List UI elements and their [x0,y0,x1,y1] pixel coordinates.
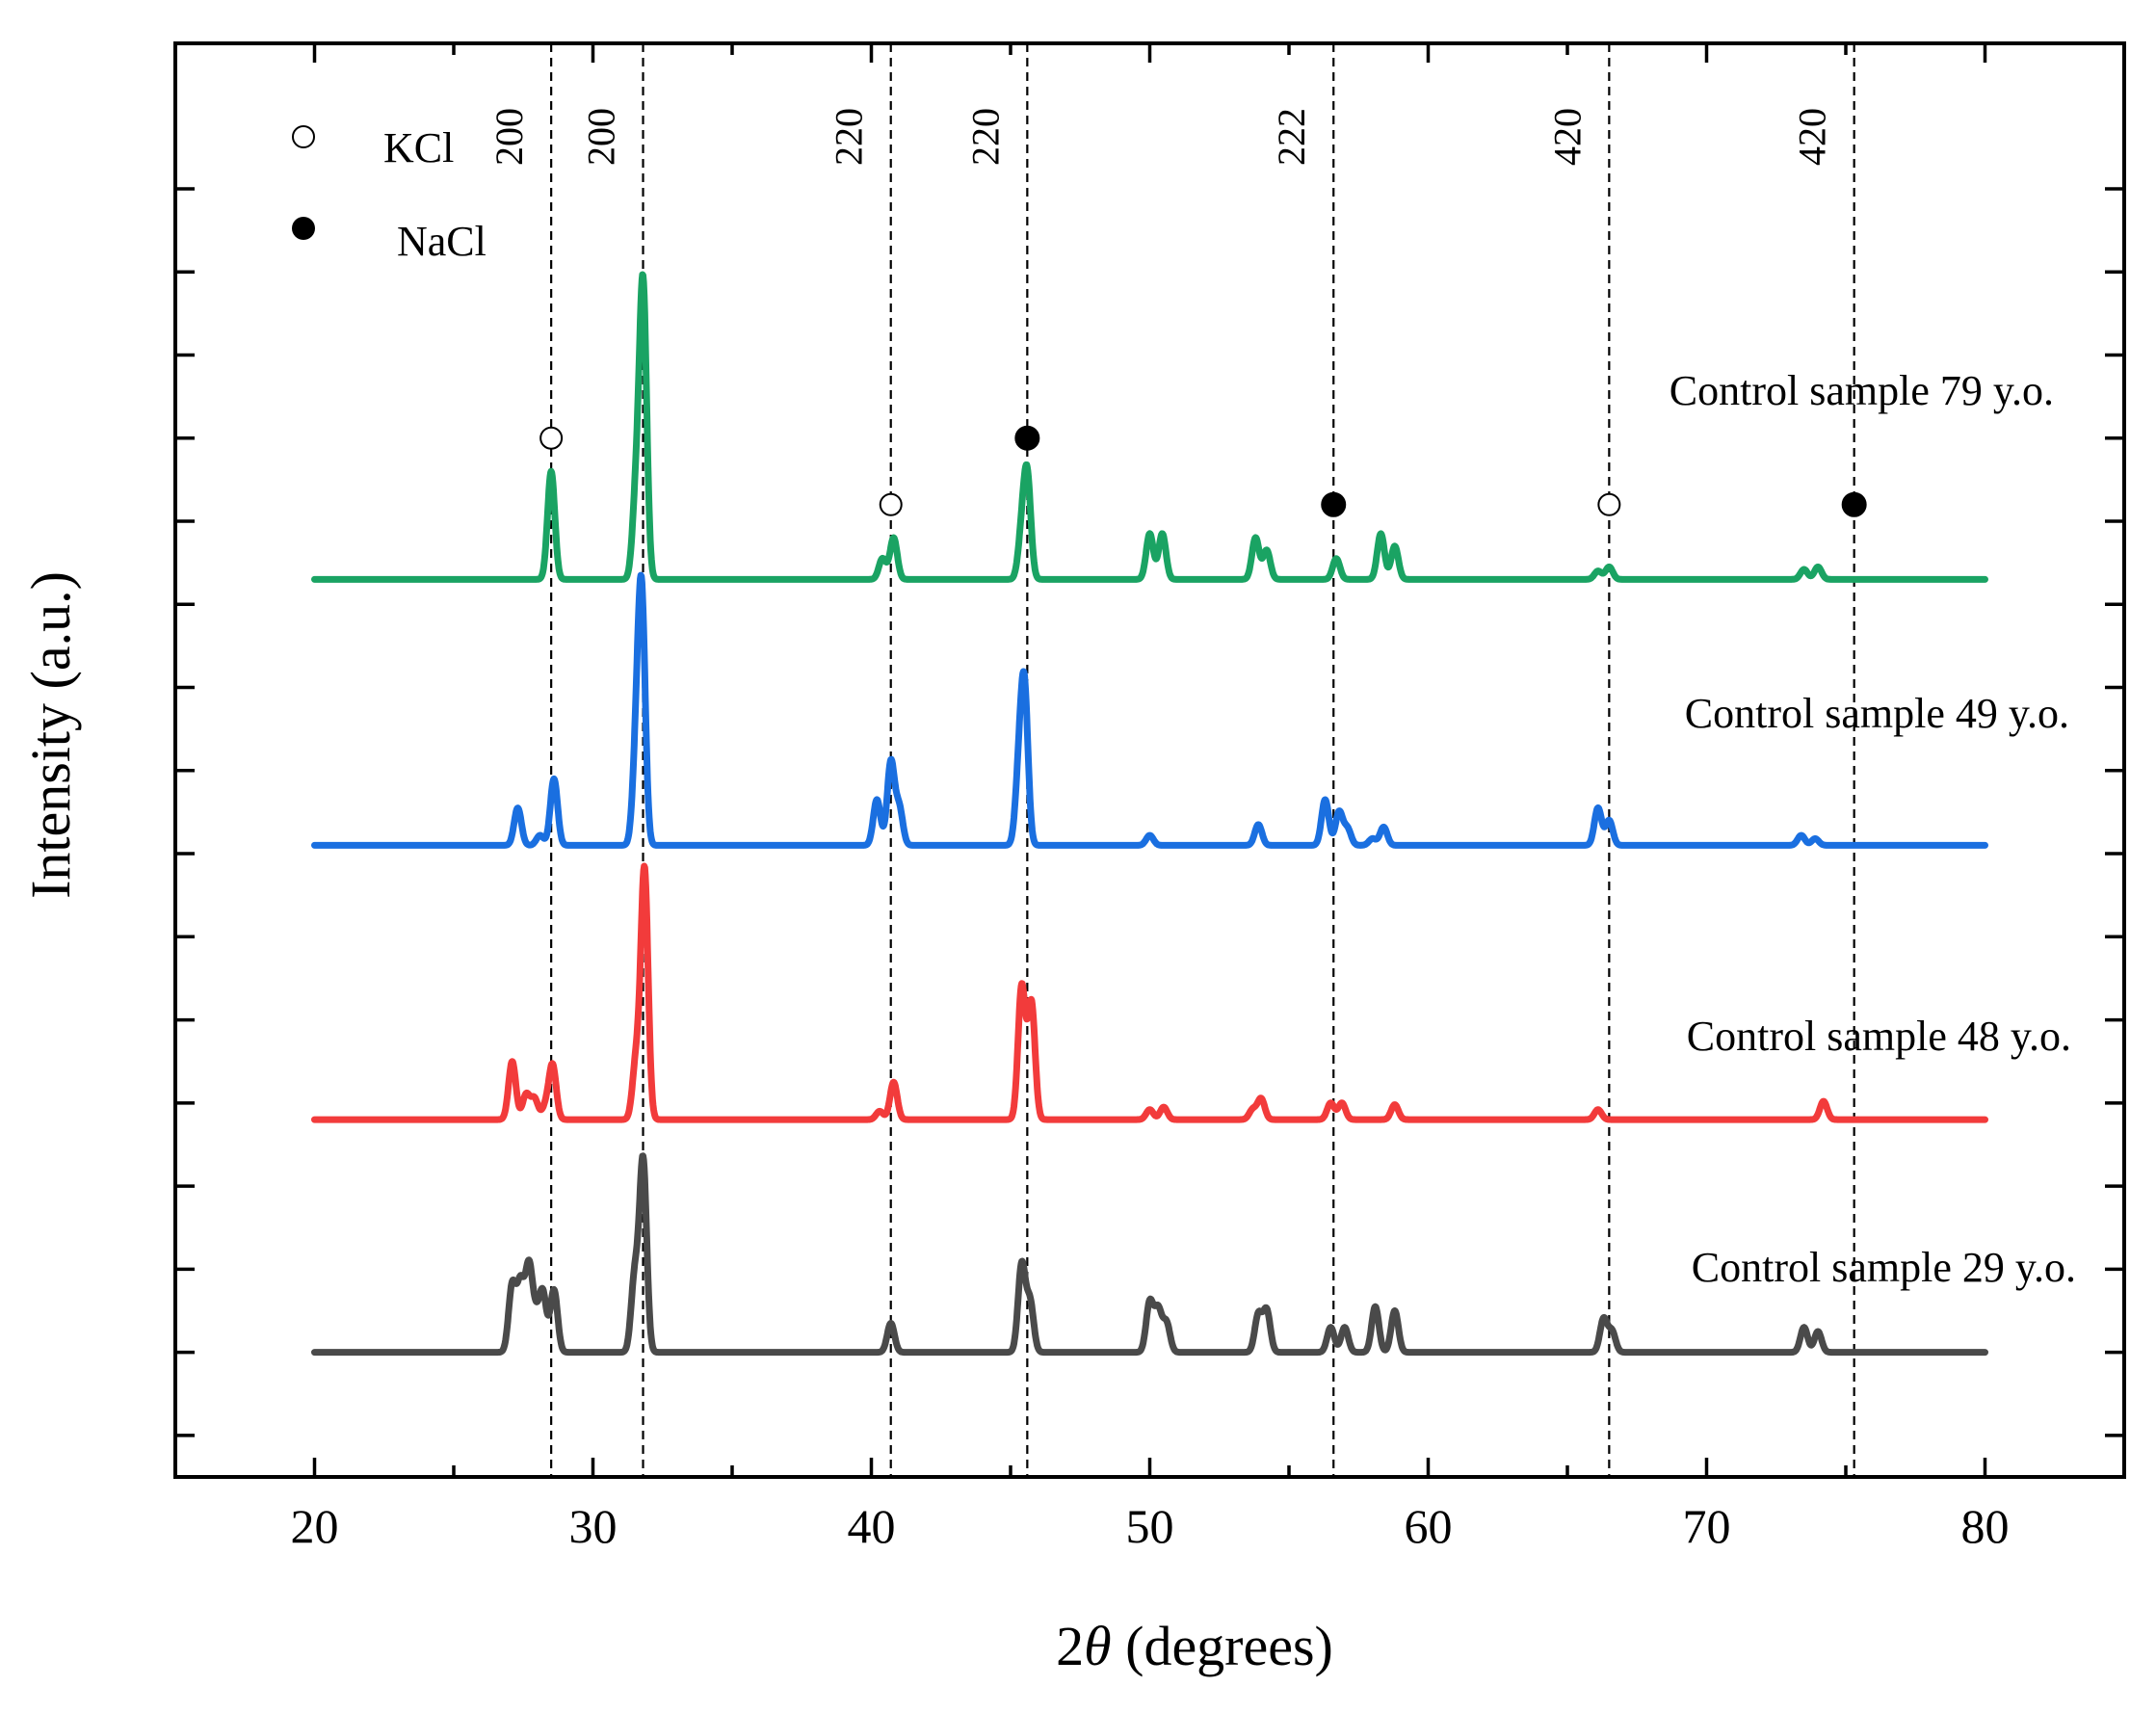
x-tick-label-80: 80 [1961,1499,2010,1553]
hkl-label-420-kcl: 420 [1545,108,1589,166]
series-line-control-sample-49-y-o [311,571,1988,849]
x-tick-label-30: 30 [569,1499,618,1553]
text-labels: 200 200 220 220 222 420 420 Control sample 79 y… [291,108,2077,1553]
phase-marker-nacl-3 [1321,491,1347,517]
x-tick-label-60: 60 [1405,1499,1453,1553]
axis-ticks [173,43,2126,1477]
series-group [311,271,1988,1357]
y-axis-title: Intensity (a.u.) [19,571,82,899]
phase-marker-nacl-5 [1841,491,1867,517]
series-label-control-sample-29-y-o: Control sample 29 y.o. [1692,1244,2076,1291]
series-label-control-sample-79-y-o: Control sample 79 y.o. [1670,367,2054,414]
hkl-label-200-nacl: 200 [580,108,623,166]
x-axis-title-prefix: 2 [1056,1615,1084,1677]
phase-marker-kcl-2 [879,492,903,516]
hkl-label-220-nacl: 220 [963,108,1007,166]
x-axis-title-suffix: (degrees) [1112,1615,1333,1677]
series-label-control-sample-49-y-o: Control sample 49 y.o. [1685,690,2069,737]
reference-lines [550,43,1855,1477]
series-line-control-sample-48-y-o [311,862,1988,1123]
phase-marker-kcl-4 [1597,492,1621,516]
x-tick-label-20: 20 [291,1499,339,1553]
legend-nacl-label: NaCl [397,218,486,265]
phase-markers [539,425,1867,517]
legend-nacl-filled-circle-icon [292,217,315,240]
legend: KCl NaCl [292,124,486,265]
hkl-label-420-nacl: 420 [1791,108,1834,166]
phase-marker-kcl-0 [539,426,564,450]
hkl-label-220-kcl: 220 [828,108,871,166]
legend-kcl-open-circle-icon [292,125,315,148]
x-axis-title: 2θ (degrees) [1056,1615,1333,1677]
phase-marker-nacl-1 [1014,425,1040,451]
x-axis-title-symbol: θ [1084,1615,1112,1677]
series-line-control-sample-79-y-o [311,271,1988,583]
hkl-label-200-kcl: 200 [487,108,531,166]
x-tick-label-40: 40 [848,1499,896,1553]
legend-kcl-label: KCl [383,124,454,171]
x-tick-label-70: 70 [1683,1499,1731,1553]
series-line-control-sample-29-y-o [311,1152,1988,1357]
series-label-control-sample-48-y-o: Control sample 48 y.o. [1687,1013,2071,1060]
hkl-label-222-nacl: 222 [1270,108,1313,166]
x-tick-label-50: 50 [1126,1499,1174,1553]
